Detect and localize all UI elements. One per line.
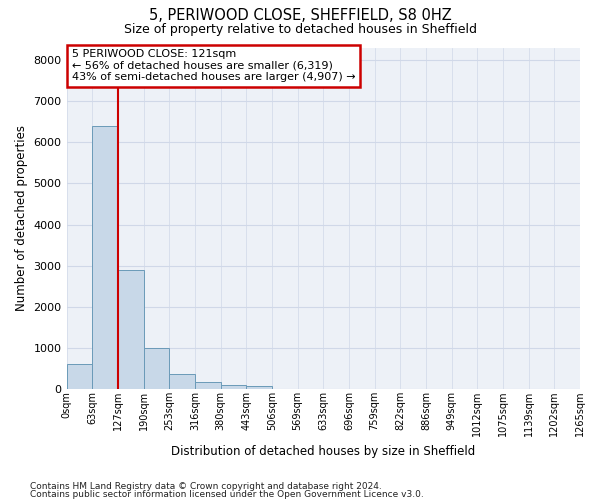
Bar [143,348,169,390]
Bar [246,386,272,390]
Text: Contains public sector information licensed under the Open Government Licence v3: Contains public sector information licen… [30,490,424,499]
Bar [221,385,246,390]
Bar [118,270,143,390]
Text: 5 PERIWOOD CLOSE: 121sqm
← 56% of detached houses are smaller (6,319)
43% of sem: 5 PERIWOOD CLOSE: 121sqm ← 56% of detach… [71,49,355,82]
Bar [67,364,92,390]
Y-axis label: Number of detached properties: Number of detached properties [15,126,28,312]
Text: Size of property relative to detached houses in Sheffield: Size of property relative to detached ho… [124,22,476,36]
Text: 5, PERIWOOD CLOSE, SHEFFIELD, S8 0HZ: 5, PERIWOOD CLOSE, SHEFFIELD, S8 0HZ [149,8,451,22]
Bar [169,374,195,390]
Text: Contains HM Land Registry data © Crown copyright and database right 2024.: Contains HM Land Registry data © Crown c… [30,482,382,491]
Bar [195,382,221,390]
Bar [92,126,118,390]
X-axis label: Distribution of detached houses by size in Sheffield: Distribution of detached houses by size … [171,444,475,458]
